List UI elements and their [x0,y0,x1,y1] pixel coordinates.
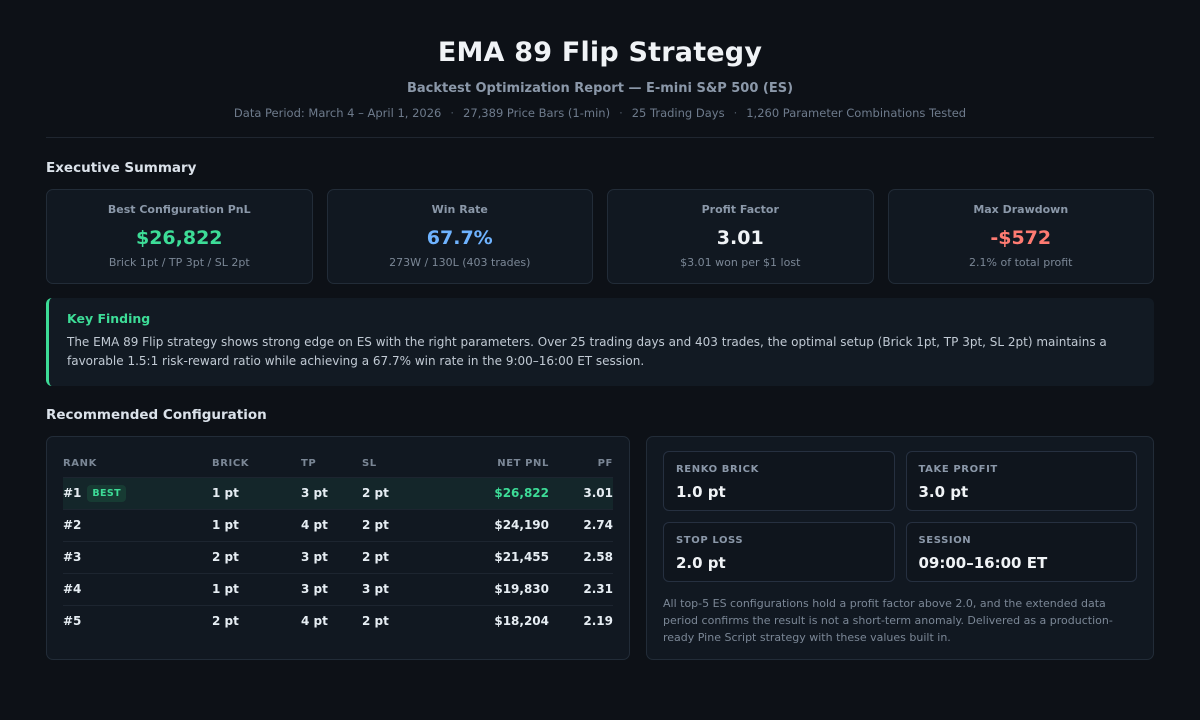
rank-label: #1 [63,485,82,500]
brick-cell: 2 pt [212,614,239,629]
kpi-subtext: 2.1% of total profit [969,256,1073,269]
sl-cell: 2 pt [362,614,389,629]
kpi-subtext: $3.01 won per $1 lost [680,256,801,269]
rank-cell: #1 BEST [63,477,212,510]
column-header-net-pnl: NET PNL [442,451,549,478]
meta-combinations: 1,260 Parameter Combinations Tested [746,106,967,120]
best-badge: BEST [87,484,127,502]
config-note: All top-5 ES configurations hold a profi… [663,597,1113,644]
meta-separator: · [733,106,738,120]
table-row[interactable]: #5 2 pt 4 pt 2 pt $18,204 2.19 [63,605,613,637]
executive-summary-heading: Executive Summary [46,160,197,176]
kpi-card-profit-factor: Profit Factor 3.01 $3.01 won per $1 lost [607,189,874,284]
net-pnl-cell: $26,822 [442,477,549,510]
kpi-label: Max Drawdown [973,203,1069,216]
pf-cell: 2.19 [583,614,613,629]
kpi-value: -$572 [990,227,1052,249]
brick-cell: 2 pt [212,541,301,574]
config-renko-brick: RENKO BRICK 1.0 pt [663,451,895,511]
meta-data-period: Data Period: March 4 – April 1, 2026 [233,106,442,120]
meta-separator: · [619,106,623,120]
column-header-sl: SL [362,451,442,478]
config-session: SESSION 09:00–16:00 ET [905,522,1137,582]
sl-cell: 3 pt [362,573,442,606]
brick-cell: 1 pt [212,509,301,542]
column-header-rank: RANK [63,451,212,478]
net-pnl-cell: $21,455 [442,541,549,574]
key-finding-callout: Key Finding The EMA 89 Flip strategy sho… [46,298,1154,386]
config-stop-loss: STOP LOSS 2.0 pt [663,522,895,582]
recommended-section: RANK BRICK TP SL NET PNL PF #1 BEST 1 pt … [46,436,1154,660]
config-label: TAKE PROFIT [918,464,998,475]
config-value: 09:00–16:00 ET [918,554,1048,572]
config-label: RENKO BRICK [676,464,759,475]
rank-cell: #2 [63,509,212,542]
ranking-table: RANK BRICK TP SL NET PNL PF #1 BEST 1 pt … [63,451,613,637]
kpi-value: 67.7% [426,227,493,249]
config-value: 3.0 pt [918,483,969,501]
brick-cell: 1 pt [212,573,301,606]
table-header-row: RANK BRICK TP SL NET PNL PF [63,451,613,478]
table-row[interactable]: #2 1 pt 4 pt 2 pt $24,190 2.74 [63,509,613,542]
page-title: EMA 89 Flip Strategy [437,37,763,68]
meta-trading-days: 25 Trading Days [631,106,725,120]
column-header-pf: PF [549,451,613,478]
kpi-label: Best Configuration PnL [107,203,251,216]
config-take-profit: TAKE PROFIT 3.0 pt [905,451,1137,511]
kpi-label: Profit Factor [701,203,779,216]
kpi-subtext: Brick 1pt / TP 3pt / SL 2pt [108,256,250,269]
kpi-value: $26,822 [135,227,223,249]
config-value: 1.0 pt [676,483,726,501]
net-pnl-cell: $19,830 [442,573,549,606]
kpi-card-max-drawdown: Max Drawdown -$572 2.1% of total profit [887,189,1154,284]
tp-cell: 4 pt [301,614,328,629]
pf-cell: 2.31 [549,573,613,606]
kpi-value: 3.01 [716,227,764,249]
meta-separator: · [450,106,455,120]
table-row[interactable]: #4 1 pt 3 pt 3 pt $19,830 2.31 [63,573,613,606]
table-row[interactable]: #3 2 pt 3 pt 2 pt $21,455 2.58 [63,541,613,574]
ranking-table-card: RANK BRICK TP SL NET PNL PF #1 BEST 1 pt … [46,436,630,660]
tp-cell: 3 pt [301,541,362,574]
pf-cell: 3.01 [549,477,613,510]
rank-cell: #5 [63,614,82,629]
report-header: EMA 89 Flip Strategy Backtest Optimizati… [46,0,1154,138]
brick-cell: 1 pt [212,477,301,510]
kpi-card-win-rate: Win Rate 67.7% 273W / 130L (403 trades) [326,189,593,284]
key-finding-text: The EMA 89 Flip strategy shows strong ed… [67,335,1107,368]
tp-cell: 3 pt [301,477,362,510]
sl-cell: 2 pt [362,477,442,510]
rank-cell: #4 [63,573,212,606]
report-meta: Data Period: March 4 – April 1, 2026 · 27,… [46,105,1154,121]
column-header-tp: TP [301,451,362,478]
kpi-label: Win Rate [431,203,488,216]
column-header-brick: BRICK [212,451,301,478]
config-details-card: RENKO BRICK 1.0 pt TAKE PROFIT 3.0 pt ST… [646,436,1154,660]
key-finding-title: Key Finding [67,311,151,326]
net-pnl-cell: $18,204 [494,614,549,629]
sl-cell: 2 pt [362,509,442,542]
sl-cell: 2 pt [362,541,442,574]
config-grid: RENKO BRICK 1.0 pt TAKE PROFIT 3.0 pt ST… [663,451,1137,582]
config-value: 2.0 pt [676,554,726,572]
config-label: STOP LOSS [676,535,744,546]
pf-cell: 2.58 [549,541,613,574]
page-subtitle: Backtest Optimization Report — E-mini S&… [406,81,794,96]
pf-cell: 2.74 [549,509,613,542]
recommended-config-heading: Recommended Configuration [46,407,267,423]
tp-cell: 4 pt [301,509,362,542]
meta-price-bars: 27,389 Price Bars (1-min) [463,106,611,120]
kpi-row: Best Configuration PnL $26,822 Brick 1pt… [46,189,1154,284]
kpi-card-best-pnl: Best Configuration PnL $26,822 Brick 1pt… [46,189,313,284]
config-label: SESSION [918,535,972,546]
tp-cell: 3 pt [301,573,362,606]
net-pnl-cell: $24,190 [442,509,549,542]
rank-cell: #3 [63,541,212,574]
table-row[interactable]: #1 BEST 1 pt 3 pt 2 pt $26,822 3.01 [63,477,613,510]
kpi-subtext: 273W / 130L (403 trades) [389,256,531,269]
